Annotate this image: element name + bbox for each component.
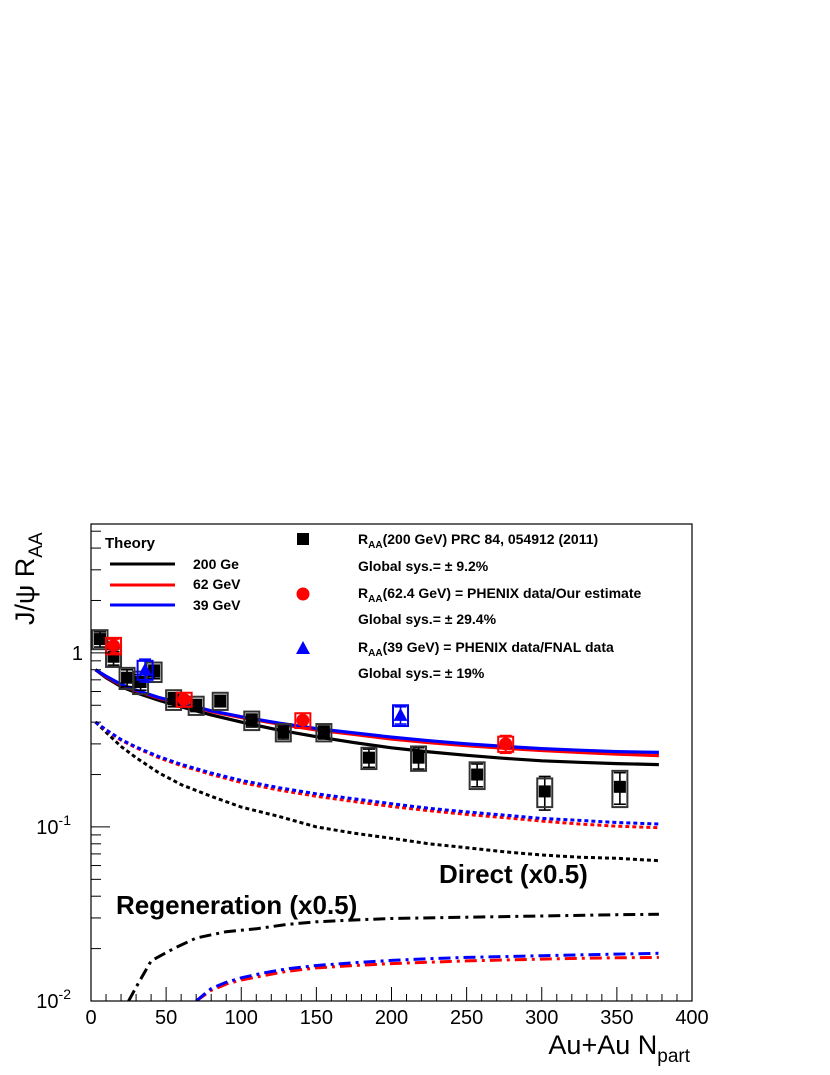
legend-data-39: RAA(39 GeV) = PHENIX data/FNAL data xyxy=(358,639,614,659)
sys-box xyxy=(536,777,554,809)
legend-data-200: RAA(200 GeV) PRC 84, 054912 (2011) xyxy=(358,531,598,551)
marker-square xyxy=(362,751,375,764)
x-tick-label: 50 xyxy=(155,1007,177,1029)
marker-circle xyxy=(107,639,121,653)
sys-box xyxy=(243,710,261,732)
x-tick-label: 350 xyxy=(600,1007,633,1029)
marker-triangle xyxy=(138,662,153,676)
x-tick-label: 250 xyxy=(450,1007,483,1029)
theory-curve-62-direct xyxy=(94,720,659,830)
marker-square xyxy=(412,751,425,764)
legend-label-62: 62 GeV xyxy=(193,576,241,592)
marker-square xyxy=(190,699,203,712)
sys-box xyxy=(175,691,193,708)
sys-box xyxy=(105,636,123,656)
data-points xyxy=(91,629,629,811)
marker-square xyxy=(317,726,330,739)
x-tick-label: 0 xyxy=(85,1007,96,1029)
x-tick-label: 150 xyxy=(300,1007,333,1029)
legend-sys-39: Global sys.= ± 19% xyxy=(358,665,485,681)
annotation-regeneration: Regeneration (x0.5) xyxy=(116,890,357,920)
marker-square xyxy=(94,633,107,646)
marker-square xyxy=(245,714,258,727)
legend-marker-circle xyxy=(296,587,310,601)
legend-marker-square xyxy=(297,533,309,545)
sys-box xyxy=(274,723,292,743)
legend-sys-200: Global sys.= ± 9.2% xyxy=(358,558,489,574)
marker-square xyxy=(613,780,626,793)
marker-triangle xyxy=(393,707,408,721)
marker-circle xyxy=(296,713,310,727)
marker-square xyxy=(121,671,134,684)
legend-label-39: 39 GeV xyxy=(193,597,241,613)
sys-box xyxy=(360,746,378,771)
x-tick-label: 200 xyxy=(375,1007,408,1029)
marker-square xyxy=(538,785,551,798)
marker-square xyxy=(148,665,161,678)
y-tick-label: 10-2 xyxy=(36,986,71,1013)
sys-box xyxy=(611,769,629,809)
marker-square xyxy=(214,694,227,707)
marker-square xyxy=(471,768,484,781)
y-tick-label: 10-1 xyxy=(36,812,71,839)
sys-box xyxy=(315,723,333,743)
axes: 0 50 100 150 200 250 300 350 400 10-2 10-1 1 xyxy=(36,530,709,1029)
theory-curve-200-regeneration xyxy=(127,912,659,1001)
data-legend: RAA(200 GeV) PRC 84, 054912 (2011) Globa… xyxy=(296,531,641,681)
sys-box xyxy=(294,712,312,730)
sys-box xyxy=(211,691,229,711)
legend-marker-triangle xyxy=(296,641,310,654)
sys-box xyxy=(497,735,515,753)
theory-legend-title: Theory xyxy=(105,535,156,552)
sys-box xyxy=(392,704,410,728)
theory-curve-62-regeneration xyxy=(195,955,659,1001)
marker-circle xyxy=(499,737,513,751)
x-axis-title: Au+Au Npart xyxy=(548,1030,690,1067)
sys-box xyxy=(91,629,109,651)
sys-box xyxy=(468,761,486,791)
sys-box xyxy=(118,666,136,691)
y-tick-label: 1 xyxy=(72,643,83,665)
sys-box xyxy=(410,745,428,772)
x-tick-label: 100 xyxy=(225,1007,258,1029)
theory-curve-39-direct xyxy=(94,720,659,826)
sys-box xyxy=(136,659,154,681)
legend-sys-62: Global sys.= ± 29.4% xyxy=(358,611,497,627)
x-tick-label: 400 xyxy=(675,1007,708,1029)
legend-data-62: RAA(62.4 GeV) = PHENIX data/Our estimate xyxy=(358,585,641,605)
theory-legend: Theory 200 Ge 62 GeV 39 GeV xyxy=(105,535,241,613)
theory-curve-200-direct xyxy=(94,721,659,863)
annotation-direct: Direct (x0.5) xyxy=(439,859,588,889)
x-tick-label: 300 xyxy=(525,1007,558,1029)
marker-square xyxy=(277,726,290,739)
marker-circle xyxy=(177,692,191,706)
legend-label-200: 200 Ge xyxy=(193,556,239,572)
y-axis-title: J/ψ RAA xyxy=(10,532,47,625)
theory-curve-39-regeneration xyxy=(195,951,659,1001)
